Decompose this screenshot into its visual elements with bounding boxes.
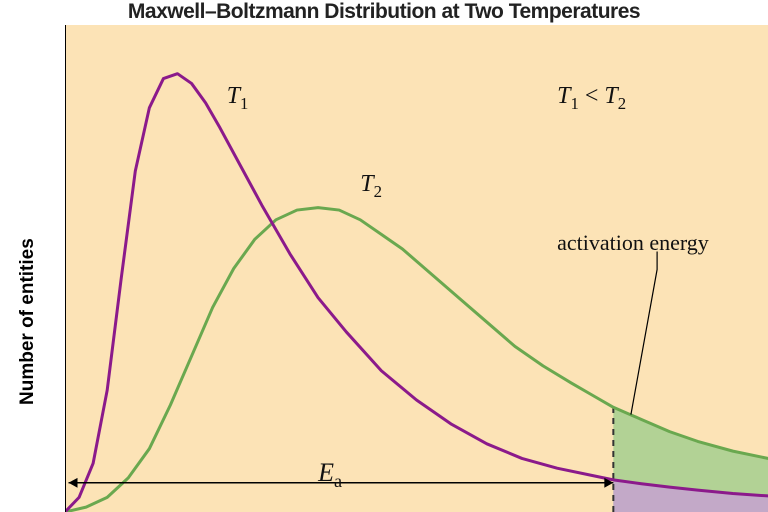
label-Ea: Ea bbox=[318, 458, 342, 492]
y-axis-label: Number of entities bbox=[17, 238, 39, 405]
label-activation: activation energy bbox=[557, 230, 709, 256]
plot-area bbox=[65, 25, 768, 512]
label-T1_curve: T1 bbox=[227, 83, 249, 114]
label-T2_curve: T2 bbox=[360, 171, 382, 202]
label-relation: T1 < T2 bbox=[557, 83, 626, 114]
chart-title: Maxwell–Boltzmann Distribution at Two Te… bbox=[0, 0, 768, 24]
